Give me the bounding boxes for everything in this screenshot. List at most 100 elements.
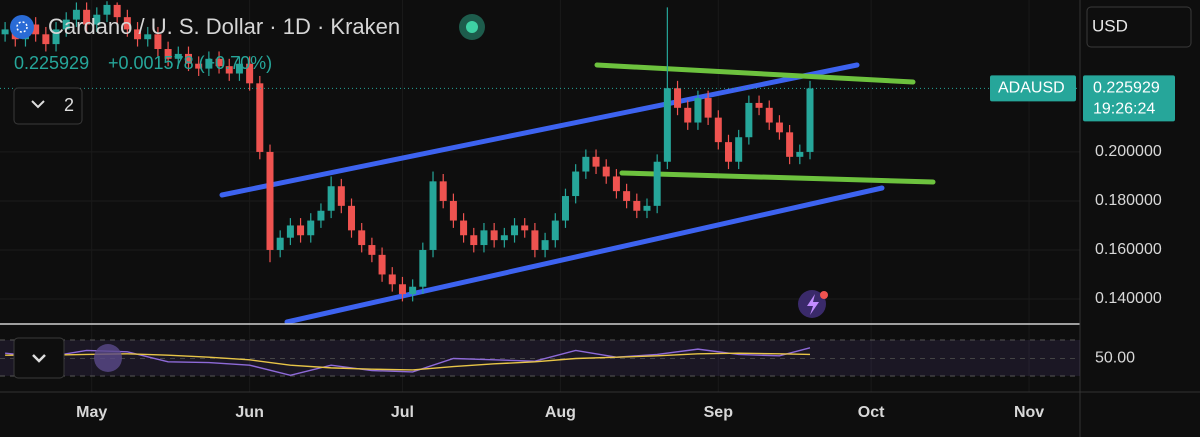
- symbol-tag: [990, 75, 1076, 102]
- candle-body: [541, 240, 549, 250]
- x-tick-label: Nov: [1014, 404, 1044, 421]
- candle-body: [602, 166, 610, 177]
- notification-dot: [820, 291, 828, 299]
- candle-body: [521, 225, 529, 231]
- candle-body: [103, 4, 111, 15]
- indicator-icon[interactable]: [94, 344, 122, 372]
- candle-body: [449, 200, 457, 221]
- candle-body: [786, 132, 794, 157]
- candle-body: [714, 117, 722, 143]
- candle-body: [307, 220, 315, 236]
- trend-line: [219, 62, 860, 198]
- candle-body: [694, 98, 702, 123]
- currency-button[interactable]: [1086, 6, 1192, 48]
- candle-body: [572, 171, 580, 197]
- x-tick-label: Aug: [545, 404, 576, 421]
- candle-body: [52, 29, 60, 45]
- candle-body: [225, 66, 233, 74]
- price-tag-label: 0.225929: [1093, 80, 1160, 97]
- candle-body: [256, 83, 264, 152]
- candle-body: [429, 181, 437, 250]
- header-price: 0.225929: [14, 53, 89, 73]
- symbol-logo: [10, 15, 34, 39]
- grid: [0, 0, 1080, 392]
- candle-body: [378, 254, 386, 275]
- trend-line: [594, 62, 916, 85]
- candle-body: [612, 176, 620, 192]
- pane-toggle[interactable]: [13, 337, 65, 379]
- market-status-dot: [466, 21, 478, 33]
- chevron-icon: [32, 354, 46, 363]
- axes: 0.140000 0.160000 0.180000 0.200000 May Jun Ju…: [76, 75, 1175, 421]
- candle-body: [42, 34, 50, 45]
- price-tag: [1083, 75, 1175, 122]
- candle-body: [93, 14, 101, 25]
- candle-body: [470, 235, 478, 246]
- candle-body: [83, 9, 91, 25]
- rsi-line: [5, 347, 811, 376]
- candle-body: [32, 24, 40, 35]
- candle-body: [297, 225, 305, 236]
- trend-line: [619, 170, 936, 185]
- candle-body: [419, 249, 427, 287]
- candle-body: [409, 286, 417, 295]
- candle-body: [745, 102, 753, 138]
- candle-body: [205, 58, 213, 69]
- candle-body: [724, 142, 732, 162]
- rsi-tick-label: 50.00: [1095, 350, 1135, 367]
- candle-body: [806, 88, 814, 152]
- candle-body: [490, 230, 498, 241]
- candle-body: [796, 151, 804, 157]
- candle-body: [72, 9, 80, 20]
- x-tick-label: Jul: [391, 404, 414, 421]
- candle-body: [215, 58, 223, 67]
- candle-body: [317, 210, 325, 221]
- indicator-count: 2: [64, 95, 74, 115]
- candle-body: [663, 88, 671, 162]
- candle-body: [123, 17, 131, 30]
- chart-title: Cardano / U. S. Dollar · 1D · Kraken: [48, 14, 400, 39]
- candle-body: [154, 34, 162, 50]
- candle-body: [582, 156, 590, 172]
- candle-body: [144, 34, 152, 40]
- chevron-icon: [31, 100, 45, 109]
- candle-body: [674, 88, 682, 108]
- indicators-toggle[interactable]: [13, 87, 83, 125]
- candle-body: [511, 225, 519, 236]
- candle-body: [358, 230, 366, 246]
- symbol-logo-mark: [16, 21, 28, 33]
- x-tick-label: Jun: [235, 404, 263, 421]
- candle-body: [561, 196, 569, 221]
- candle-body: [653, 161, 661, 206]
- candles: [0, 1, 1080, 302]
- candle-body: [388, 274, 396, 285]
- candle-body: [246, 63, 254, 84]
- y-tick-label: 0.140000: [1095, 290, 1162, 307]
- candle-body: [337, 186, 345, 206]
- countdown: 19:26:24: [1093, 101, 1155, 118]
- candle-body: [1, 29, 9, 35]
- candle-body: [113, 4, 121, 18]
- candle-body: [765, 107, 773, 123]
- candle-body: [633, 200, 641, 211]
- candle-body: [164, 49, 172, 59]
- y-tick-label: 0.160000: [1095, 241, 1162, 258]
- candle-body: [62, 19, 70, 30]
- candle-body: [195, 63, 203, 69]
- candle-body: [184, 53, 192, 64]
- candle-body: [398, 284, 406, 295]
- candle-body: [592, 156, 600, 167]
- candle-body: [775, 122, 783, 133]
- candle-body: [735, 137, 743, 162]
- candle-body: [500, 235, 508, 241]
- candle-body: [531, 230, 539, 250]
- currency: USD: [1092, 16, 1128, 35]
- candle-body: [286, 225, 294, 238]
- candle-body: [551, 220, 559, 241]
- candle-body: [684, 107, 692, 123]
- candle-body: [704, 98, 712, 118]
- x-tick-label: Sep: [704, 404, 734, 421]
